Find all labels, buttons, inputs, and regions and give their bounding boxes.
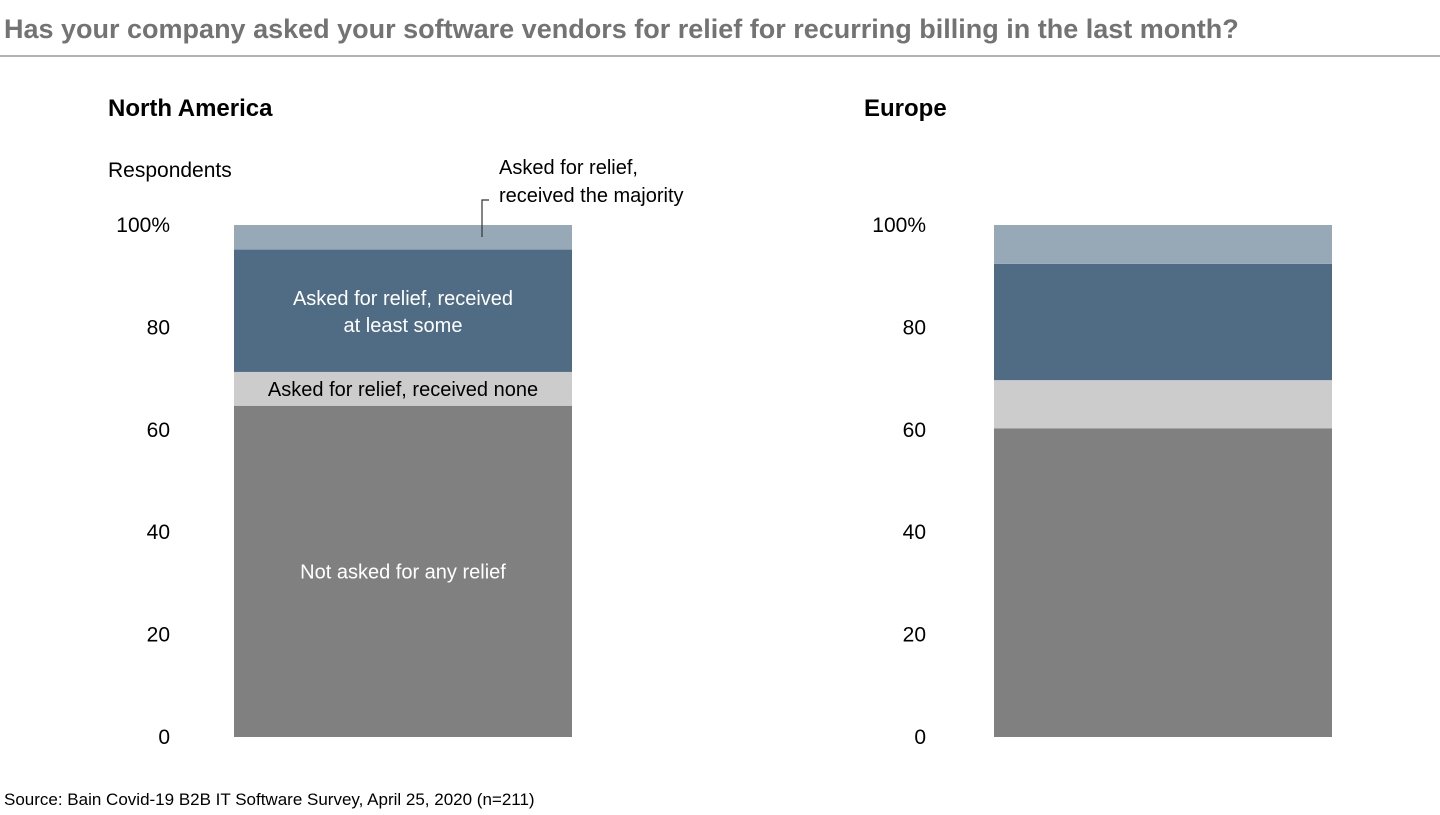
- segment-label: Asked for relief, received none: [268, 379, 538, 401]
- y-tick-label: 0: [914, 726, 926, 749]
- panel-title-europe: Europe: [864, 95, 947, 122]
- segment-callout-label: Asked for relief,: [499, 157, 638, 179]
- bar-segment: [994, 225, 1332, 264]
- segment-callout-label: received the majority: [499, 185, 684, 207]
- bar-segment: [234, 249, 572, 372]
- segment-label: Not asked for any relief: [300, 561, 506, 583]
- y-tick-label: 60: [147, 419, 170, 442]
- leader-line: [481, 199, 489, 237]
- bar-segment: [234, 371, 572, 406]
- panel-title-north-america: North America: [108, 95, 273, 122]
- bar-segment: [994, 263, 1332, 381]
- bar-segment: [994, 380, 1332, 429]
- bar-segment: [994, 428, 1332, 737]
- source-note: Source: Bain Covid-19 B2B IT Software Su…: [4, 790, 535, 809]
- y-tick-label: 100%: [872, 214, 926, 237]
- y-tick-label: 80: [147, 316, 170, 339]
- y-tick-label: 0: [158, 726, 170, 749]
- bar-segment: [234, 405, 572, 737]
- y-tick-label: 20: [903, 624, 926, 647]
- y-tick-label: 100%: [116, 214, 170, 237]
- y-axis-label: Respondents: [108, 159, 232, 182]
- y-tick-label: 40: [147, 521, 170, 544]
- chart-title: Has your company asked your software ven…: [4, 14, 1239, 44]
- segment-label: Asked for relief, received: [293, 288, 513, 310]
- y-tick-label: 60: [903, 419, 926, 442]
- segment-label: at least some: [344, 315, 463, 337]
- y-tick-label: 40: [903, 521, 926, 544]
- y-tick-label: 20: [147, 624, 170, 647]
- y-tick-label: 80: [903, 316, 926, 339]
- bar-segment: [234, 225, 572, 250]
